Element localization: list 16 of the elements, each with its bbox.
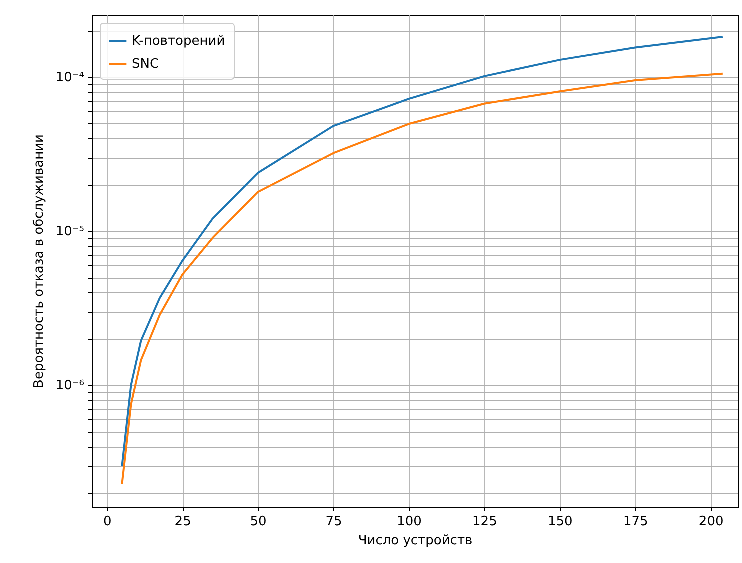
x-tick-label: 75 [326, 514, 342, 530]
x-tick-label: 100 [397, 514, 422, 530]
legend-label: SNC [132, 57, 160, 72]
x-tick-label: 150 [548, 514, 573, 530]
x-axis-title: Число устройств [358, 534, 473, 548]
y-tick-label: 10⁻⁵ [56, 224, 84, 240]
x-tick-label: 125 [472, 514, 498, 530]
x-tick-label: 25 [174, 514, 192, 530]
y-axis-title: Вероятность отказа в обслуживании [32, 134, 47, 388]
x-tick-label: 200 [698, 514, 724, 530]
x-tick-label: 0 [103, 514, 112, 530]
x-tick-label: 175 [623, 514, 648, 530]
y-tick-label: 10⁻⁶ [56, 378, 84, 394]
legend-label: K-повторений [132, 34, 226, 49]
y-tick-label: 10⁻⁴ [56, 70, 84, 86]
x-tick-label: 50 [250, 514, 267, 530]
